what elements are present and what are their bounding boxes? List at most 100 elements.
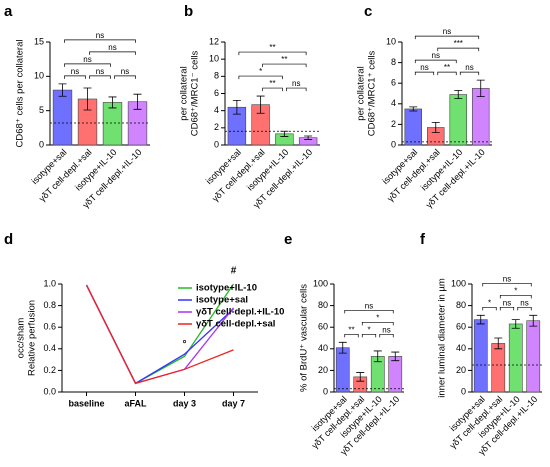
panel-letter: f [420,231,426,248]
error-bar [454,90,463,100]
significance-bracket [114,75,136,79]
series-line [85,284,234,385]
y-tick-label: 6 [214,88,219,98]
y-axis-label: CD68⁺/MRC1⁺ cells [367,50,378,136]
significance-label: * [367,325,370,334]
error-bar [133,93,142,110]
x-tick-label: aFAL [124,398,147,408]
significance-label: ns [365,301,373,310]
y-tick-label: 1.0 [43,278,56,288]
significance-label: *** [454,39,463,48]
y-tick-label: 20 [456,365,466,375]
y-tick-label: 100 [451,278,466,288]
y-tick-label: 0.0 [43,386,56,396]
y-tick-label: 0 [461,386,466,396]
significance-bracket [414,35,480,40]
significance-label: ns [432,51,440,60]
x-tick-label: baseline [68,398,104,408]
significance-label: ** [444,63,450,72]
significance-label: ns [420,63,428,72]
significance-label: ns [382,325,390,334]
y-tick-label: 10 [34,71,44,81]
y-tick-label: 0.8 [43,300,56,310]
significance-label: ** [269,43,275,52]
y-tick-label: 10 [209,54,219,64]
y-tick-label: 100 [313,278,328,288]
y-tick-label: 2 [391,119,396,129]
significance-label: ** [269,79,275,88]
significance-bracket [344,309,394,314]
y-axis-label: CD68⁺ cells per collateral [15,40,26,148]
significance-label: ns [96,67,104,76]
error-bar [511,319,520,329]
significance-label: ns [96,31,104,40]
error-bar [356,372,365,382]
significance-bracket [482,306,497,311]
y-axis-label: per collateral [356,66,367,120]
significance-label: ns [465,63,473,72]
significance-bracket [361,333,377,338]
error-bar [338,341,347,354]
y-axis-label: CD68⁺/MRC1⁻ cells [190,50,201,136]
annotation: ° [183,339,187,350]
significance-bracket [414,59,457,64]
y-axis-label: % of BrdU⁺ vascular cells [299,284,310,392]
significance-label: ns [292,79,300,88]
significance-label: ns [71,67,79,76]
bar [335,347,350,393]
legend-label: isotype+sal [196,295,248,306]
significance-bracket [499,294,532,299]
y-tick-label: 5 [39,105,44,115]
y-tick-label: 0.4 [43,343,56,353]
x-tick-label: day 7 [222,398,245,408]
y-tick-label: 80 [318,300,328,310]
error-bar [391,351,400,362]
error-bar [431,121,440,134]
bar [508,323,523,393]
error-bar [476,314,485,325]
bar [102,102,123,146]
significance-label: ** [281,55,287,64]
bar [473,319,488,393]
y-tick-label: 6 [391,78,396,88]
y-tick-label: 0 [323,386,328,396]
error-bar [83,87,92,111]
significance-bracket [286,87,307,92]
bar [526,320,541,393]
x-tick-label: day 3 [173,398,196,408]
y-tick-label: 20 [318,365,328,375]
significance-label: ns [503,274,511,283]
significance-bracket [64,63,111,67]
legend-label: γδT cell-depl.+IL-10 [196,307,284,318]
significance-label: ns [83,55,91,64]
y-tick-label: 12 [209,36,219,46]
panel-letter: c [364,3,372,20]
significance-label: * [376,313,379,322]
significance-label: ns [121,67,129,76]
significance-bracket [482,282,532,287]
significance-bracket [64,39,136,43]
y-tick-label: 2 [214,122,219,132]
y-tick-label: 40 [318,343,328,353]
error-bar [304,135,313,140]
legend-label: γδT cell-depl.+sal [196,319,275,330]
significance-bracket [437,47,480,52]
significance-bracket [262,87,283,92]
error-bar [58,83,67,97]
y-tick-label: 4 [391,98,396,108]
significance-bracket [379,333,394,338]
error-bar [256,95,265,114]
y-tick-label: 8 [391,57,396,67]
error-bar [373,350,382,363]
error-bar [108,96,117,109]
bar [52,89,73,146]
y-tick-label: 0 [39,139,44,149]
error-bar [409,106,418,112]
bar [491,343,506,393]
significance-bracket [64,75,86,79]
y-axis-label: inner luminal diameter in µm [437,278,448,398]
y-tick-label: 10 [386,36,396,46]
significance-label: ns [503,298,511,307]
y-tick-label: 60 [456,322,466,332]
y-tick-label: 60 [318,322,328,332]
